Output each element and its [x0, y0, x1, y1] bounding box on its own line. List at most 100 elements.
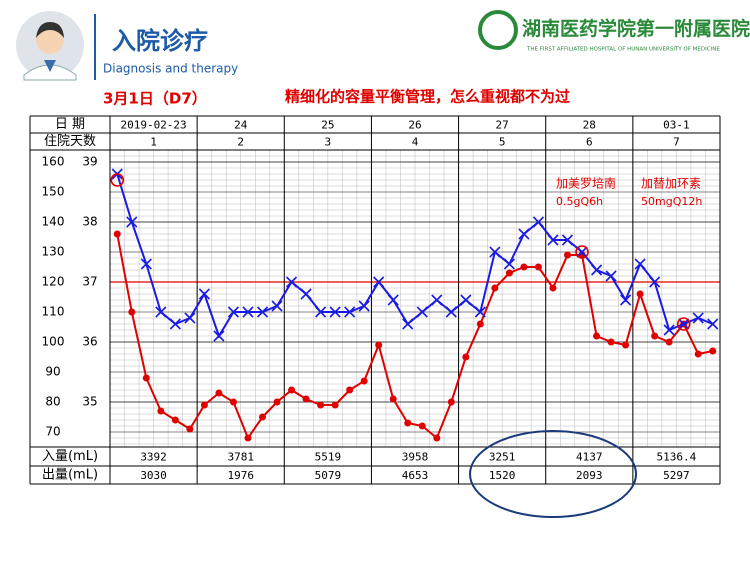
point	[288, 386, 296, 394]
point	[329, 306, 341, 318]
table-cell: 4653	[402, 469, 429, 482]
table-cell: 2	[237, 136, 244, 149]
point	[707, 318, 719, 330]
table-cell: 1	[150, 136, 157, 149]
point	[561, 234, 574, 246]
point	[344, 306, 356, 318]
point	[215, 389, 223, 397]
point	[709, 347, 717, 355]
point	[213, 330, 225, 342]
table-cell: 2019-02-23	[120, 119, 186, 132]
point	[271, 300, 283, 312]
table-cell: 5297	[663, 469, 690, 482]
point	[375, 341, 383, 349]
point	[169, 318, 181, 330]
point	[315, 306, 327, 318]
point	[171, 416, 179, 424]
point	[575, 245, 589, 259]
point	[636, 290, 644, 298]
point	[665, 338, 673, 346]
point	[564, 251, 571, 259]
y-tick-label: 120	[42, 275, 65, 289]
section-title: 入院诊疗	[112, 27, 208, 55]
point	[503, 258, 515, 270]
doctor-icon	[16, 11, 84, 81]
y-tick-label: 100	[42, 335, 65, 349]
table-cell: 03-1	[663, 119, 690, 132]
point	[605, 270, 617, 282]
table-cell: 1520	[489, 469, 516, 482]
point	[532, 216, 545, 228]
slide-date: 3月1日（D7）	[103, 90, 207, 108]
point	[373, 276, 385, 288]
point	[387, 294, 399, 306]
point	[229, 398, 237, 406]
table-cell: 26	[408, 119, 421, 132]
table-cell: 3	[325, 136, 332, 149]
annotation-drug: 加替加环素	[641, 177, 701, 191]
point	[186, 425, 194, 433]
point	[447, 398, 455, 406]
point	[649, 276, 661, 288]
y-tick-label: 80	[45, 395, 60, 409]
point	[126, 216, 138, 228]
point	[651, 332, 659, 340]
table-cell: 4	[412, 136, 419, 149]
y2-tick-label: 37	[82, 275, 97, 289]
table-cell: 3958	[402, 451, 429, 464]
y2-tick-label: 35	[82, 395, 97, 409]
table-cell: 3030	[140, 469, 167, 482]
point	[676, 317, 691, 331]
hospital-logo: 湖南医药学院第一附属医院 THE FIRST AFFILIATED HOSPIT…	[478, 10, 750, 53]
point	[317, 401, 325, 409]
point	[157, 407, 165, 415]
table-cell: 3781	[227, 451, 254, 464]
point	[549, 284, 557, 292]
y-tick-label: 110	[42, 305, 65, 319]
table-cell: 24	[234, 119, 248, 132]
table-cell: 7	[673, 136, 680, 149]
point	[694, 350, 702, 358]
row-label: 住院天数	[44, 134, 96, 149]
y2-tick-label: 39	[82, 155, 97, 169]
table-cell: 4137	[576, 451, 603, 464]
point	[227, 306, 240, 318]
section-subtitle: Diagnosis and therapy	[103, 62, 238, 76]
table-cell: 5519	[315, 451, 342, 464]
table-cell: 25	[321, 119, 334, 132]
point	[155, 306, 167, 318]
point	[489, 246, 501, 258]
point	[520, 263, 528, 271]
table-cell: 27	[496, 119, 509, 132]
point	[198, 288, 210, 300]
series-line	[116, 173, 714, 339]
point	[590, 264, 603, 276]
table-cell: 5	[499, 136, 506, 149]
point	[576, 246, 588, 258]
point	[273, 398, 281, 406]
table-cell: 5136.4	[657, 451, 697, 464]
point	[200, 401, 208, 409]
point	[445, 306, 457, 318]
point	[678, 318, 690, 330]
point	[242, 306, 254, 318]
hospital-name: 湖南医药学院第一附属医院	[522, 17, 750, 40]
point	[462, 353, 470, 361]
point	[433, 434, 441, 442]
point	[244, 434, 252, 442]
point	[460, 294, 472, 306]
point	[431, 294, 443, 306]
y2-tick-label: 38	[82, 215, 97, 229]
point	[404, 419, 412, 427]
table-cell: 6	[586, 136, 593, 149]
point	[346, 386, 354, 394]
point	[692, 312, 704, 324]
slide-title: 精细化的容量平衡管理，怎么重视都不为过	[285, 88, 570, 106]
point	[607, 338, 615, 346]
point	[300, 288, 312, 300]
row-label: 日 期	[55, 117, 85, 132]
row-label: 入量(mL)	[42, 449, 98, 464]
annotation-dose: 50mgQ12h	[641, 195, 702, 208]
point	[505, 269, 513, 277]
